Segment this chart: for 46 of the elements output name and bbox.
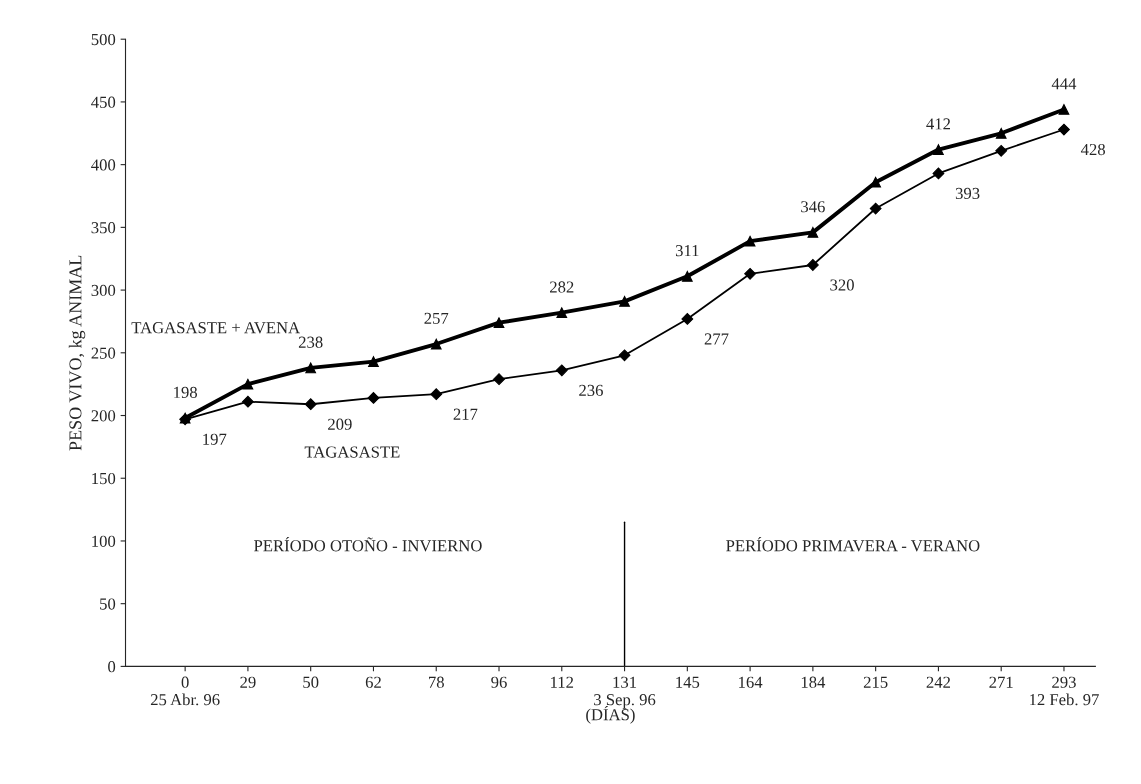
data-label: 257 <box>424 312 449 324</box>
y-tick-label: 500 <box>91 33 116 46</box>
x-tick-label: 112 <box>551 676 574 688</box>
y-tick-label: 400 <box>91 159 116 171</box>
data-label: 217 <box>453 408 478 420</box>
data-label: 412 <box>926 118 951 130</box>
y-tick-label: 200 <box>91 410 116 422</box>
data-label: 393 <box>955 187 980 200</box>
y-tick-label: 250 <box>91 347 116 359</box>
x-tick-label: 0 25 Abr. 96 <box>150 676 220 706</box>
y-tick-label: 0 <box>108 661 116 673</box>
x-tick-label: 62 <box>365 676 381 688</box>
x-tick-label: 242 <box>926 676 951 688</box>
data-label: 320 <box>830 279 854 291</box>
data-label: 209 <box>328 418 352 430</box>
x-tick-label: 293 12 Feb. 97 <box>1030 676 1099 706</box>
x-tick-label: 145 <box>676 676 700 688</box>
y-axis-title: PESO VIVO, kg ANIMAL <box>68 255 86 451</box>
data-label: 346 <box>801 201 825 213</box>
text: TAGASASTE <box>304 446 400 458</box>
y-tick-label: 50 <box>100 598 116 610</box>
data-label: 277 <box>704 333 729 345</box>
y-tick-label: 450 <box>91 96 116 108</box>
x-tick-label: 29 <box>240 676 256 688</box>
y-tick-label: 100 <box>92 535 116 547</box>
annotation: PERÍODO OTOÑO - INVIERNO <box>254 536 482 552</box>
data-label: 238 <box>298 336 323 348</box>
annotation: PERÍODO PRIMAVERA - VERANO <box>726 536 980 552</box>
x-tick-label: 215 <box>863 676 888 688</box>
y-tick-label: 350 <box>91 222 116 234</box>
y-tick-label: 150 <box>92 472 116 485</box>
x-tick-label: 78 <box>429 676 444 688</box>
data-label: 197 <box>203 433 227 445</box>
x-tick-label: 50 <box>303 676 319 688</box>
x-tick-label: 164 <box>739 676 763 688</box>
data-label: 428 <box>1080 143 1105 156</box>
data-label: 311 <box>675 245 699 257</box>
x-tick-label: 96 <box>491 676 507 688</box>
data-label: 236 <box>579 384 603 396</box>
x-tick-label: 271 <box>989 676 1013 688</box>
series-label: TAGASASTE + AVENA <box>131 322 301 334</box>
data-label: 198 <box>174 386 198 398</box>
y-tick-label: 300 <box>91 284 116 297</box>
data-label: 444 <box>1051 78 1077 90</box>
data-label: 282 <box>550 281 574 293</box>
x-tick-label: 184 <box>801 676 826 688</box>
